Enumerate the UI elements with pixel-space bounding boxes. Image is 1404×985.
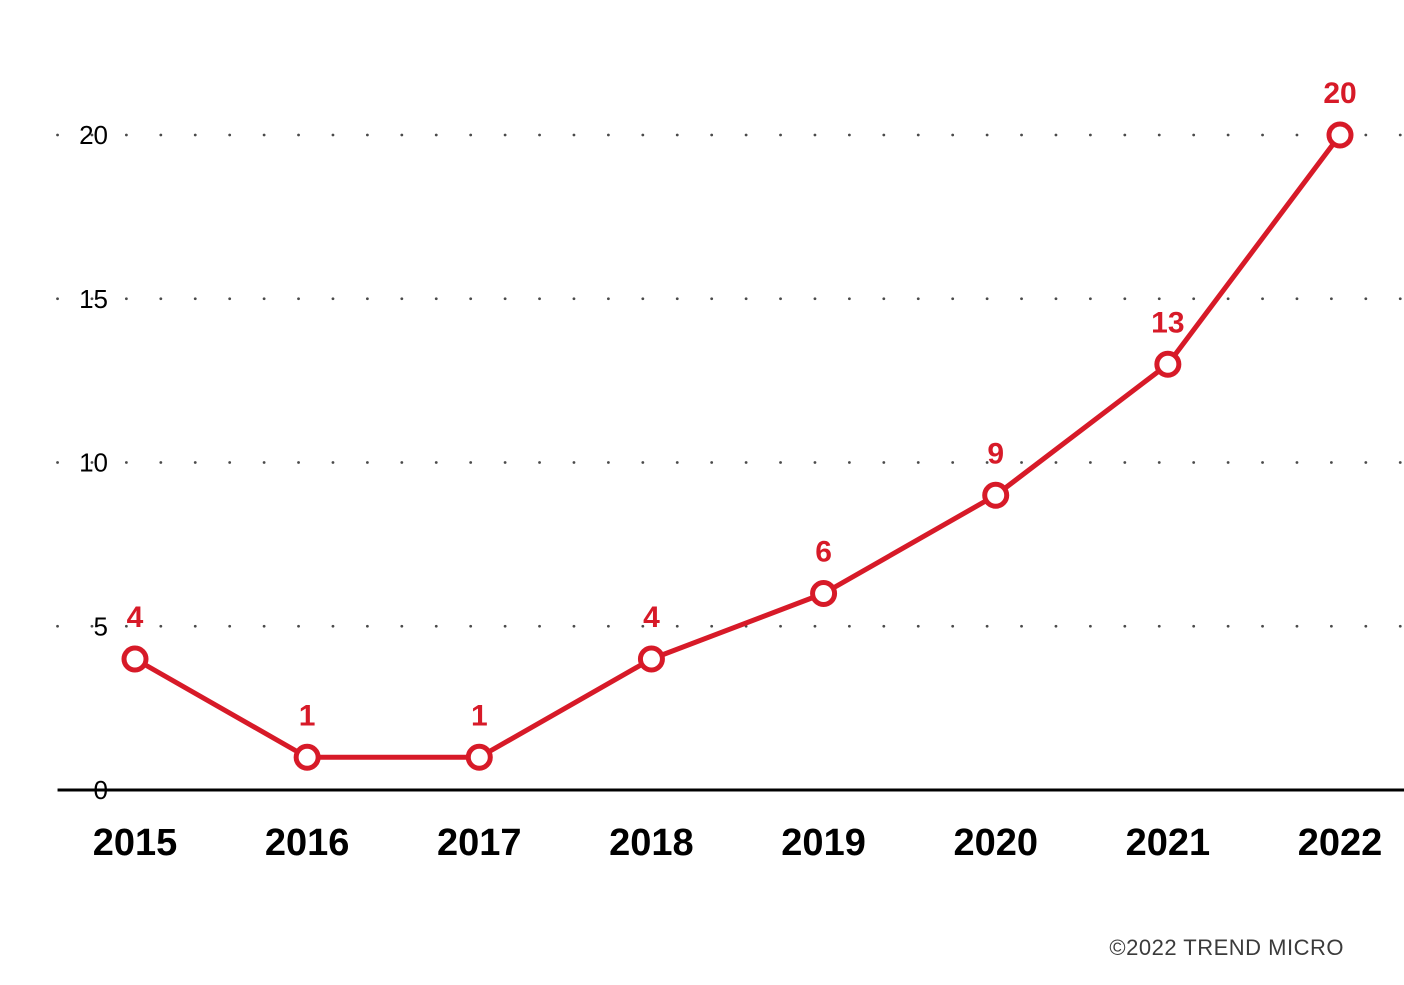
x-tick-label: 2016: [265, 822, 350, 864]
x-tick-label: 2018: [609, 822, 694, 864]
y-tick-label: 15: [79, 284, 108, 314]
data-marker: [296, 746, 318, 768]
data-label: 4: [127, 601, 144, 634]
data-marker: [813, 583, 835, 605]
x-tick-label: 2017: [437, 822, 522, 864]
data-marker: [468, 746, 490, 768]
data-label: 4: [643, 601, 660, 634]
data-label: 1: [299, 699, 316, 732]
x-tick-label: 2015: [93, 822, 178, 864]
x-tick-label: 2020: [953, 822, 1038, 864]
x-tick-label: 2022: [1298, 822, 1383, 864]
x-tick-label: 2019: [781, 822, 866, 864]
data-marker: [985, 484, 1007, 506]
data-marker: [1157, 353, 1179, 375]
y-tick-label: 5: [94, 611, 108, 641]
data-label: 13: [1151, 306, 1184, 339]
copyright-credit: ©2022 TREND MICRO: [1109, 935, 1344, 961]
data-label: 6: [815, 536, 832, 569]
data-marker: [640, 648, 662, 670]
data-marker: [1329, 124, 1351, 146]
y-tick-label: 20: [79, 120, 108, 150]
chart-container: 0510152020152016201720182019202020212022…: [0, 0, 1404, 985]
data-label: 9: [987, 437, 1004, 470]
x-tick-label: 2021: [1126, 822, 1211, 864]
data-label: 20: [1323, 77, 1356, 110]
data-marker: [124, 648, 146, 670]
line-chart: 0510152020152016201720182019202020212022…: [0, 0, 1404, 985]
y-tick-label: 0: [94, 775, 108, 805]
data-label: 1: [471, 699, 488, 732]
y-tick-label: 10: [79, 448, 108, 478]
